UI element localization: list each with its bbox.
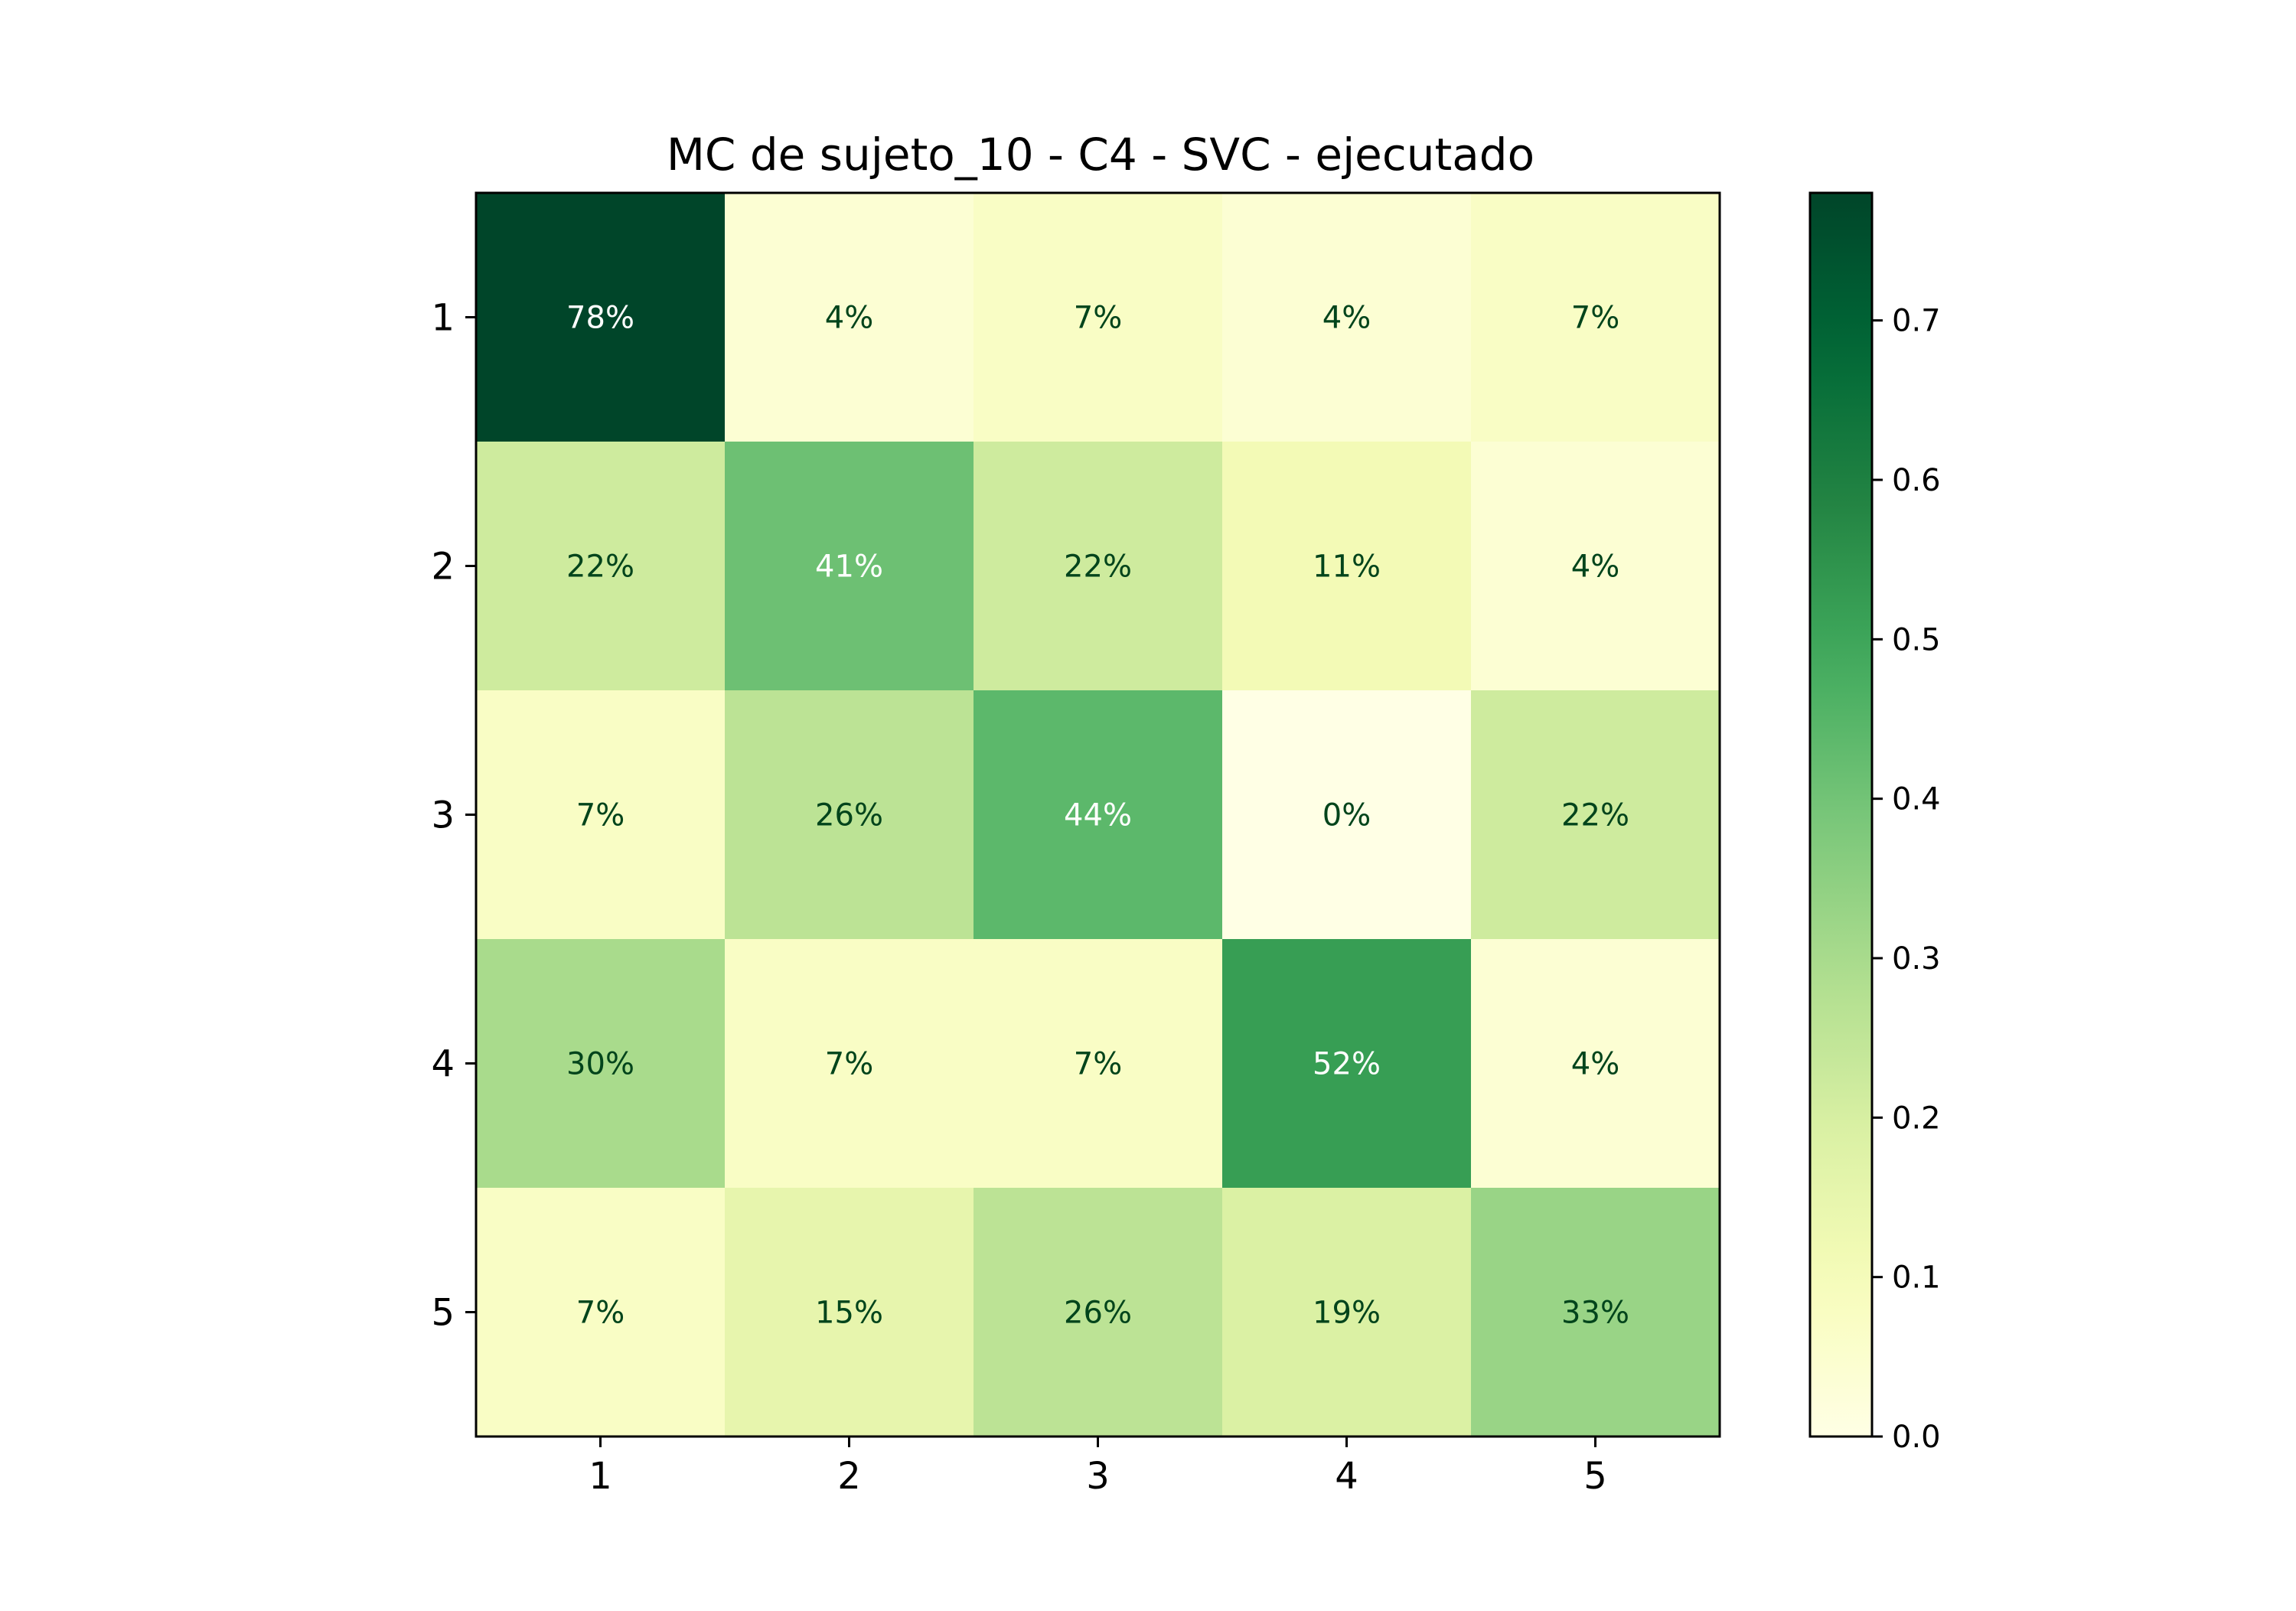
heatmap-cell-labels: 78% 4% 7% 4% 7% 22% 41% 22% 11% 4% 7% 26% 44% 0% 22% 30…: [566, 301, 1629, 1331]
cell-value-label: 15%: [815, 1296, 883, 1331]
heatmap-cell: [1471, 1188, 1720, 1437]
cell-value-label: 41%: [815, 550, 883, 585]
cell-value-label: 4%: [825, 301, 873, 336]
y-tick-label: 3: [431, 794, 455, 837]
y-tick-label: 4: [431, 1043, 455, 1086]
cell-value-label: 26%: [815, 798, 883, 833]
x-tick-label: 5: [1583, 1455, 1607, 1498]
heatmap-cell: [725, 690, 974, 940]
heatmap-cell: [974, 690, 1223, 940]
y-tick-label: 5: [431, 1292, 455, 1335]
heatmap-cell: [1471, 939, 1720, 1189]
colorbar-tick-label: 0.5: [1892, 622, 1941, 657]
cell-value-label: 7%: [1074, 1047, 1122, 1082]
heatmap-cell: [1222, 442, 1472, 691]
heatmap-cells: [476, 193, 1720, 1437]
heatmap-cell: [1222, 1188, 1472, 1437]
colorbar-tick-label: 0.7: [1892, 304, 1941, 339]
x-tick-label: 1: [589, 1455, 612, 1498]
cell-value-label: 22%: [1064, 550, 1132, 585]
x-axis: 1 2 3 4 5: [589, 1437, 1607, 1498]
cell-value-label: 22%: [566, 550, 634, 585]
heatmap-cell: [725, 193, 974, 442]
cell-value-label: 11%: [1313, 550, 1381, 585]
x-tick-label: 4: [1335, 1455, 1358, 1498]
cell-value-label: 7%: [576, 1296, 625, 1331]
cell-value-label: 4%: [1571, 550, 1619, 585]
cell-value-label: 22%: [1561, 798, 1629, 833]
heatmap-cell: [725, 442, 974, 691]
cell-value-label: 44%: [1064, 798, 1132, 833]
heatmap-cell: [476, 690, 726, 940]
colorbar-tick-label: 0.3: [1892, 941, 1941, 977]
heatmap-cell: [974, 1188, 1223, 1437]
heatmap-cell: [1471, 690, 1720, 940]
heatmap-cell: [974, 939, 1223, 1189]
heatmap-cell: [974, 193, 1223, 442]
x-tick-label: 2: [837, 1455, 861, 1498]
cell-value-label: 33%: [1561, 1296, 1629, 1331]
heatmap-cell: [476, 193, 726, 442]
cell-value-label: 7%: [576, 798, 625, 833]
x-tick-label: 3: [1086, 1455, 1110, 1498]
colorbar-tick-label: 0.2: [1892, 1101, 1941, 1136]
cell-value-label: 52%: [1313, 1047, 1381, 1082]
heatmap-cell: [1222, 193, 1472, 442]
cell-value-label: 4%: [1571, 1047, 1619, 1082]
colorbar-tick-label: 0.0: [1892, 1420, 1941, 1455]
heatmap-cell: [725, 1188, 974, 1437]
heatmap-cell: [476, 939, 726, 1189]
colorbar: [1808, 191, 1874, 1438]
cell-value-label: 19%: [1313, 1296, 1381, 1331]
y-axis: 1 2 3 4 5: [431, 297, 476, 1335]
cell-value-label: 4%: [1322, 301, 1371, 336]
colorbar-axis: 0.0 0.1 0.2 0.3 0.4 0.5 0.6 0.7: [1872, 304, 1941, 1455]
heatmap-cell: [1222, 690, 1472, 940]
heatmap-cell: [1471, 193, 1720, 442]
chart-title: MC de sujeto_10 - C4 - SVC - ejecutado: [667, 129, 1534, 181]
heatmap-cell: [725, 939, 974, 1189]
heatmap-cell: [1471, 442, 1720, 691]
heatmap-cell: [476, 442, 726, 691]
y-tick-label: 2: [431, 546, 455, 589]
heatmap-cell: [476, 1188, 726, 1437]
y-tick-label: 1: [431, 297, 455, 340]
heatmap-cell: [1222, 939, 1472, 1189]
cell-value-label: 30%: [566, 1047, 634, 1082]
colorbar-tick-label: 0.1: [1892, 1260, 1941, 1296]
colorbar-tick-label: 0.4: [1892, 782, 1941, 817]
cell-value-label: 26%: [1064, 1296, 1132, 1331]
colorbar-tick-label: 0.6: [1892, 463, 1941, 498]
cell-value-label: 7%: [1074, 301, 1122, 336]
cell-value-label: 7%: [825, 1047, 873, 1082]
cell-value-label: 78%: [566, 301, 634, 336]
cell-value-label: 0%: [1322, 798, 1371, 833]
cell-value-label: 7%: [1571, 301, 1619, 336]
heatmap-cell: [974, 442, 1223, 691]
